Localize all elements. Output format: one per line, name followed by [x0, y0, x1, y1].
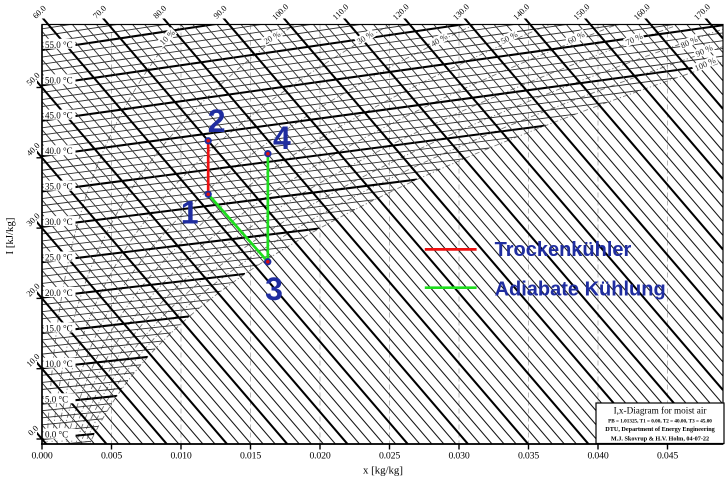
svg-text:x [kg/kg]: x [kg/kg] — [363, 465, 403, 477]
svg-text:35.0 °C: 35.0 °C — [45, 182, 73, 192]
svg-text:0.035: 0.035 — [518, 451, 539, 462]
svg-text:5.0 °C: 5.0 °C — [45, 394, 68, 404]
svg-text:0.040: 0.040 — [587, 451, 608, 462]
svg-text:0.045: 0.045 — [657, 451, 678, 462]
svg-text:0.000: 0.000 — [31, 451, 52, 462]
svg-text:55.0 °C: 55.0 °C — [45, 40, 73, 50]
svg-text:25.0 °C: 25.0 °C — [45, 253, 73, 263]
svg-text:40.0 °C: 40.0 °C — [45, 146, 73, 156]
svg-text:I,x-Diagram for moist air: I,x-Diagram for moist air — [614, 405, 707, 415]
svg-text:20.0 °C: 20.0 °C — [45, 288, 73, 298]
svg-text:DTU, Department of Energy Engi: DTU, Department of Energy Engineering — [605, 426, 715, 433]
svg-text:0.005: 0.005 — [101, 451, 122, 462]
svg-text:0.015: 0.015 — [240, 451, 261, 462]
svg-text:2: 2 — [208, 103, 226, 139]
svg-text:3: 3 — [265, 271, 283, 307]
svg-text:M.J. Skovrup & H.V. Holm, 04-0: M.J. Skovrup & H.V. Holm, 04-07-22 — [611, 436, 709, 443]
svg-text:Trockenkühler: Trockenkühler — [495, 239, 632, 261]
svg-text:0.030: 0.030 — [448, 451, 469, 462]
svg-text:30.0 °C: 30.0 °C — [45, 217, 73, 227]
svg-text:Adiabate Kühlung: Adiabate Kühlung — [495, 278, 666, 300]
svg-text:PB = 1.01325, T1 = 0.00, T2 =: PB = 1.01325, T1 = 0.00, T2 = 40.00, T3 … — [608, 418, 712, 424]
svg-text:1: 1 — [181, 195, 199, 231]
svg-text:0.025: 0.025 — [379, 451, 400, 462]
svg-text:10.0 °C: 10.0 °C — [45, 359, 73, 369]
svg-text:0.0 °C: 0.0 °C — [45, 430, 68, 440]
svg-text:I [kJ/kg]: I [kJ/kg] — [4, 218, 16, 255]
svg-text:50.0 °C: 50.0 °C — [45, 75, 73, 85]
svg-text:45.0 °C: 45.0 °C — [45, 111, 73, 121]
svg-text:4: 4 — [273, 120, 291, 156]
svg-text:0.010: 0.010 — [170, 451, 191, 462]
svg-text:15.0 °C: 15.0 °C — [45, 323, 73, 333]
svg-text:0.020: 0.020 — [309, 451, 330, 462]
